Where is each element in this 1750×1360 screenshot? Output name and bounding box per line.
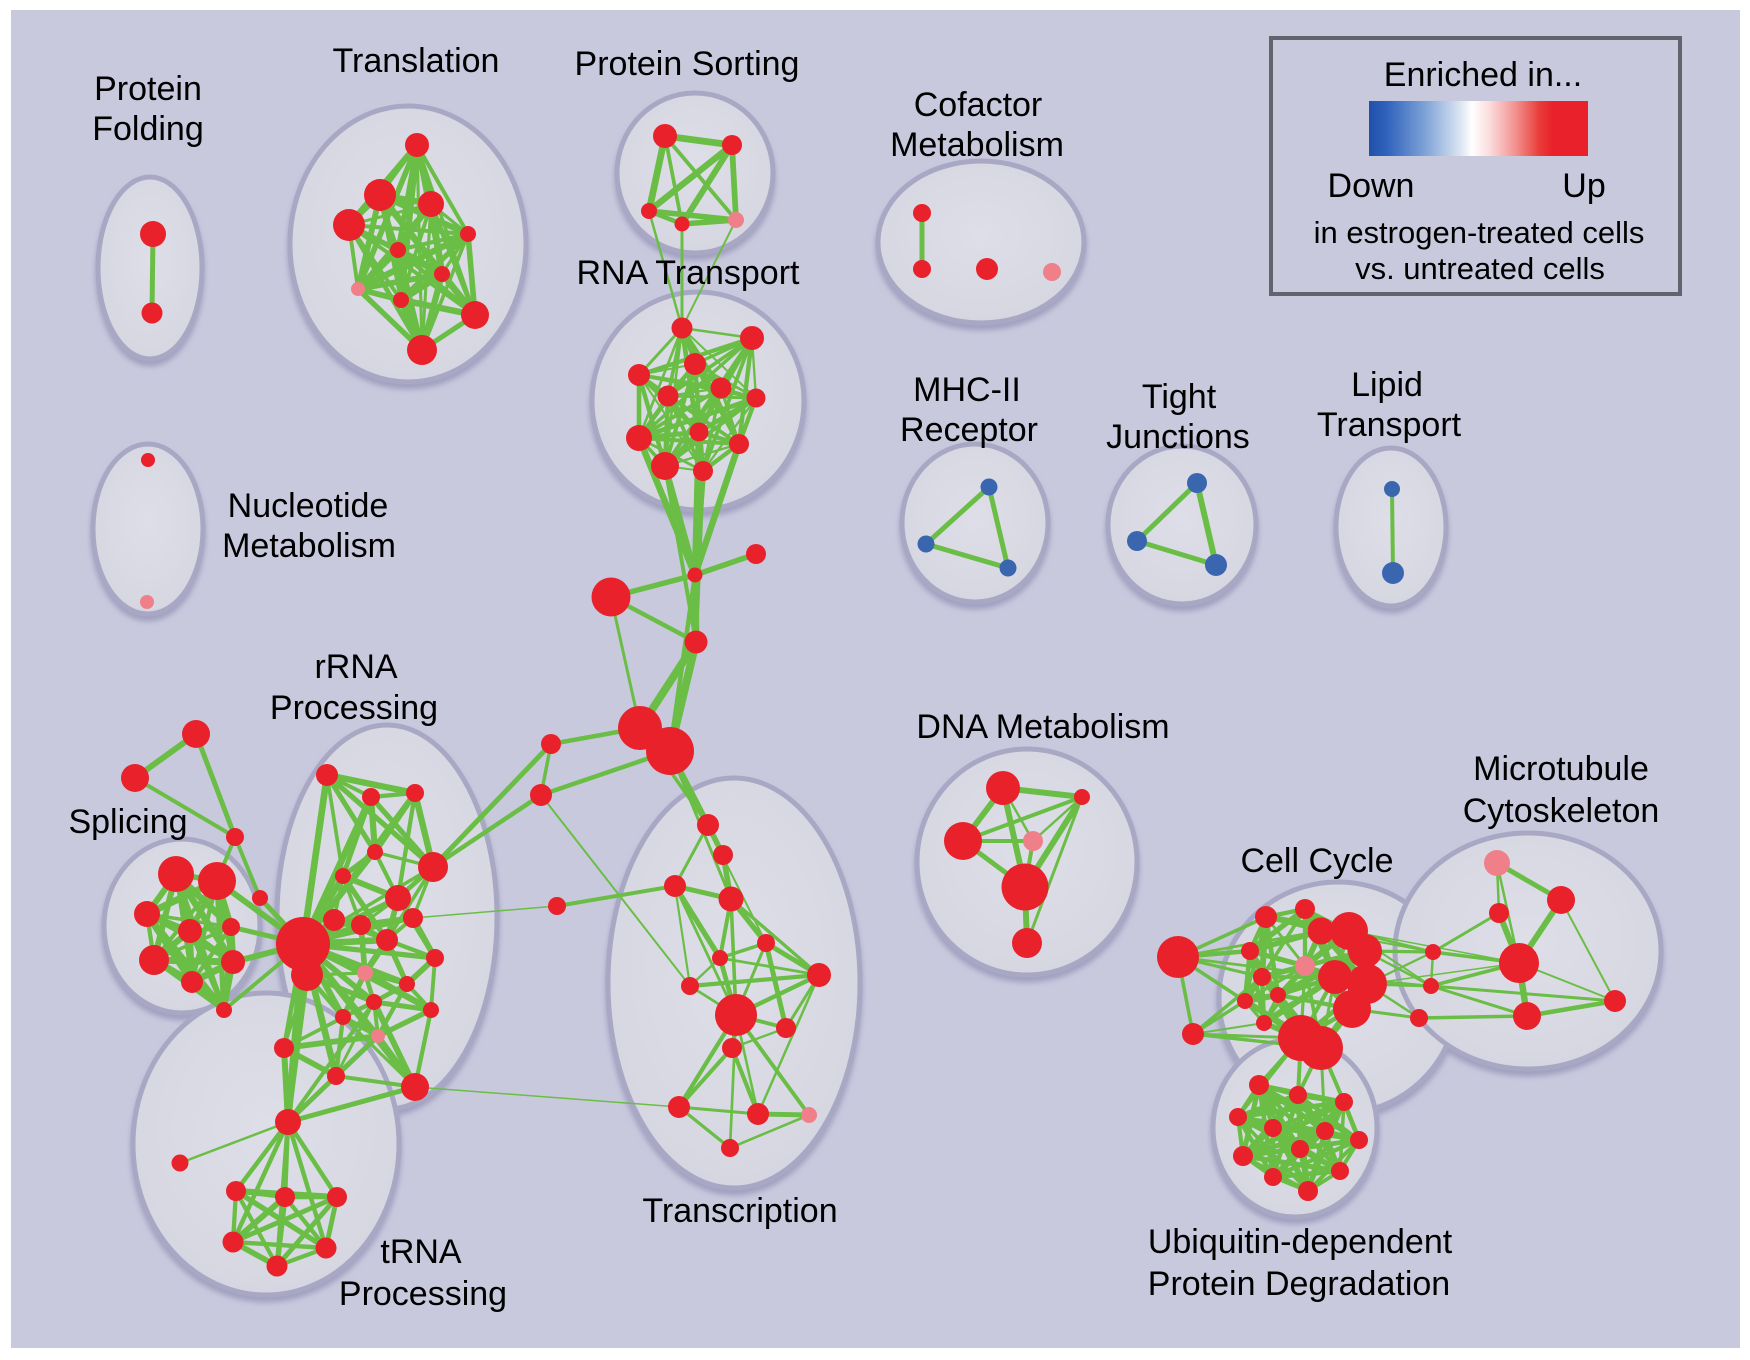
- svg-text:Up: Up: [1562, 167, 1605, 205]
- svg-text:Transcription: Transcription: [642, 1192, 837, 1230]
- svg-text:vs. untreated cells: vs. untreated cells: [1355, 251, 1605, 286]
- svg-text:MHC-II: MHC-II: [913, 371, 1021, 409]
- svg-text:Lipid: Lipid: [1351, 366, 1423, 404]
- svg-text:Transport: Transport: [1317, 406, 1462, 444]
- svg-text:Splicing: Splicing: [68, 803, 187, 841]
- svg-text:Cytoskeleton: Cytoskeleton: [1463, 792, 1660, 830]
- svg-text:Processing: Processing: [339, 1275, 507, 1313]
- svg-text:Metabolism: Metabolism: [222, 527, 396, 565]
- svg-text:Microtubule: Microtubule: [1473, 750, 1649, 788]
- svg-text:in estrogen-treated cells: in estrogen-treated cells: [1314, 215, 1645, 250]
- svg-text:Nucleotide: Nucleotide: [228, 487, 389, 525]
- svg-text:Cofactor: Cofactor: [914, 86, 1043, 124]
- svg-text:Protein: Protein: [94, 70, 202, 108]
- svg-text:Translation: Translation: [333, 42, 500, 80]
- svg-text:RNA Transport: RNA Transport: [577, 254, 801, 292]
- svg-text:Cell Cycle: Cell Cycle: [1240, 842, 1393, 880]
- svg-text:Enriched in...: Enriched in...: [1384, 56, 1582, 94]
- svg-text:rRNA: rRNA: [314, 648, 397, 686]
- svg-text:Folding: Folding: [92, 110, 204, 148]
- svg-text:tRNA: tRNA: [380, 1233, 462, 1271]
- svg-text:Protein Degradation: Protein Degradation: [1148, 1265, 1450, 1303]
- svg-text:DNA Metabolism: DNA Metabolism: [916, 708, 1169, 746]
- svg-text:Junctions: Junctions: [1106, 418, 1250, 456]
- svg-text:Protein Sorting: Protein Sorting: [575, 45, 800, 83]
- svg-text:Processing: Processing: [270, 689, 438, 727]
- svg-text:Down: Down: [1328, 167, 1415, 205]
- svg-text:Tight: Tight: [1142, 378, 1217, 416]
- svg-text:Metabolism: Metabolism: [890, 126, 1064, 164]
- svg-text:Receptor: Receptor: [900, 411, 1038, 449]
- svg-text:Ubiquitin-dependent: Ubiquitin-dependent: [1148, 1223, 1453, 1261]
